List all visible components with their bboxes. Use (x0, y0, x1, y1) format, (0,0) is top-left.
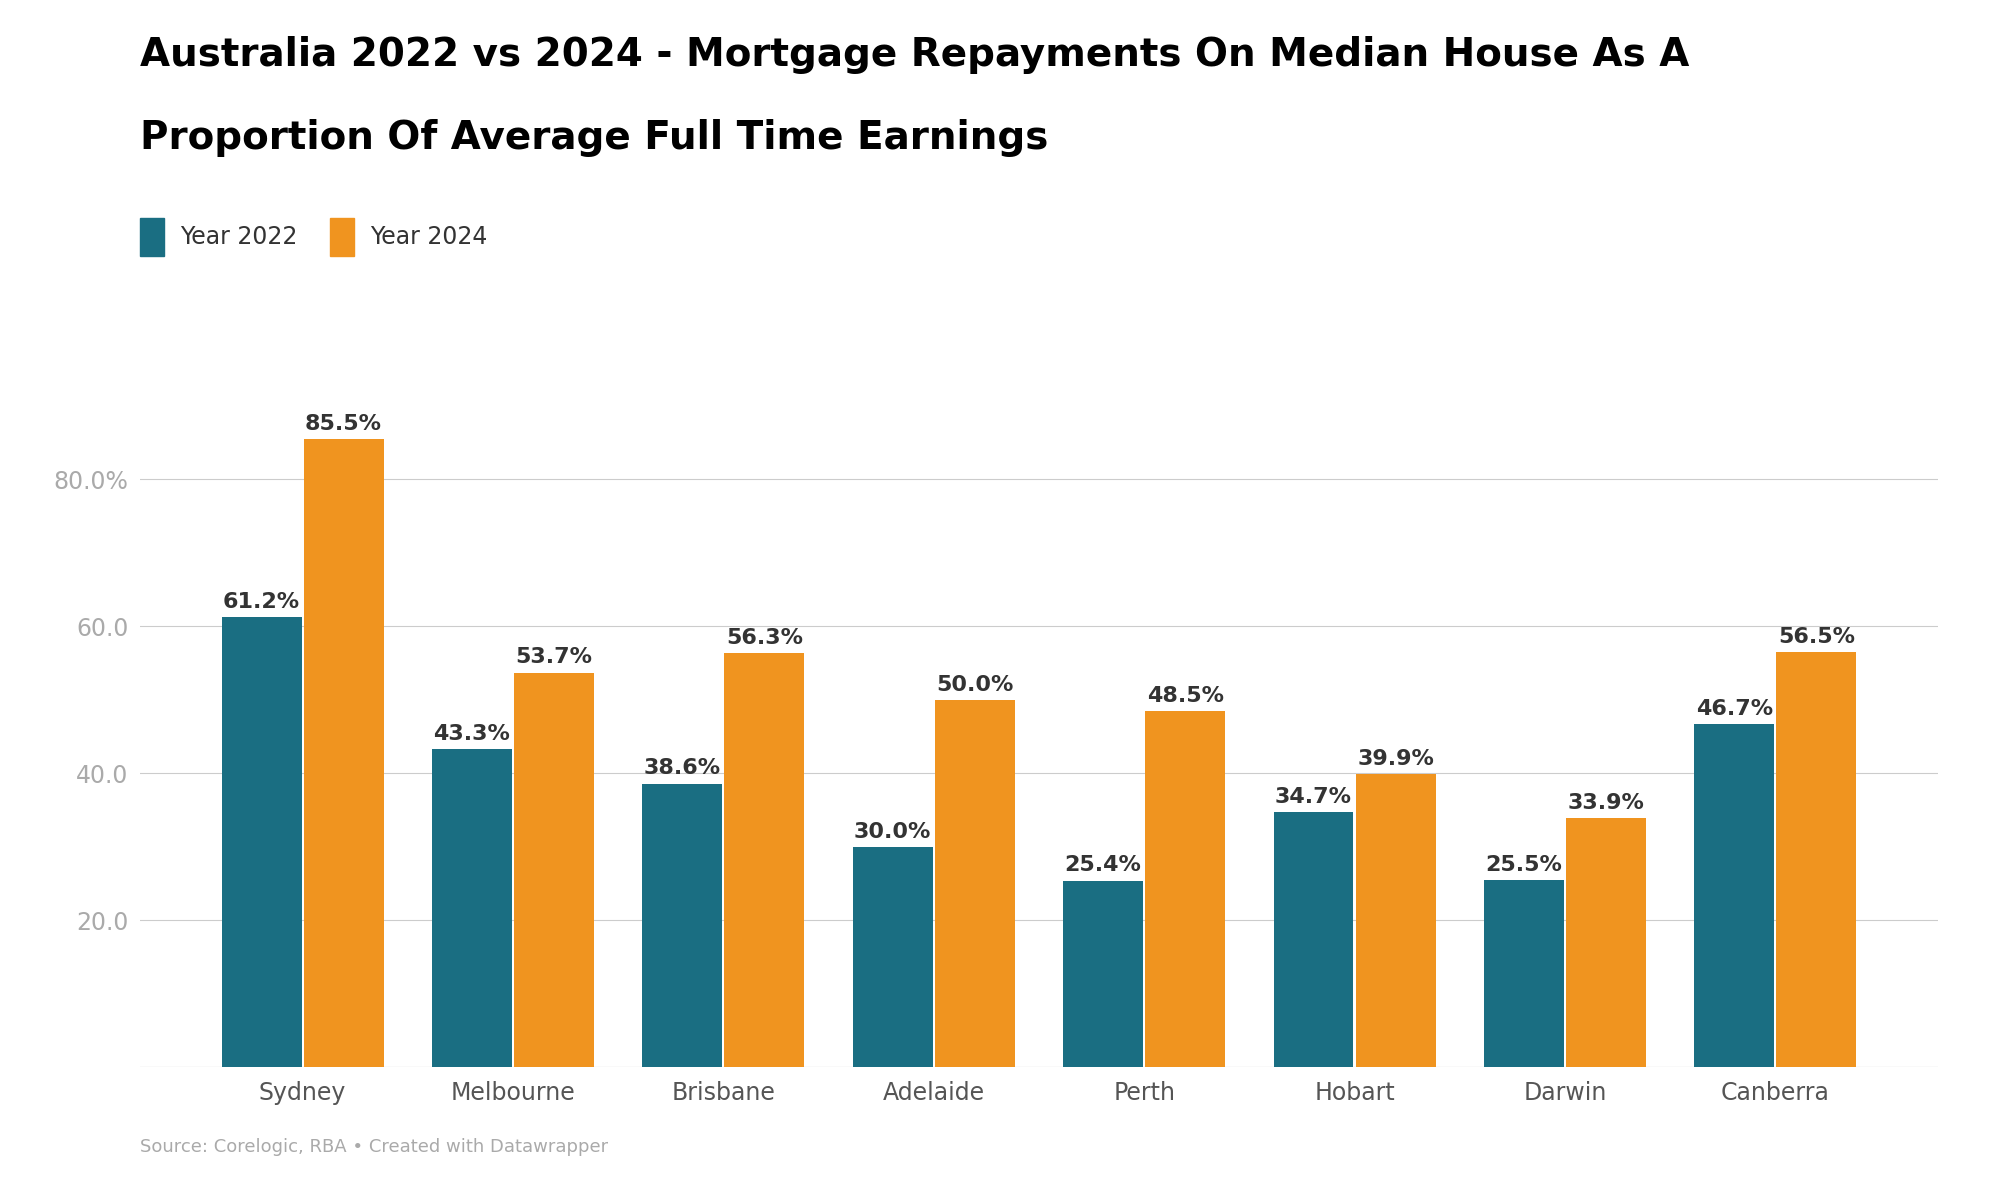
Bar (432, 750, 511, 1067)
Bar (1063, 881, 1143, 1067)
Text: 25.4%: 25.4% (1065, 855, 1141, 875)
Text: 39.9%: 39.9% (1357, 748, 1435, 769)
Text: 56.5%: 56.5% (1778, 626, 1854, 646)
Bar (935, 700, 1015, 1067)
Text: 53.7%: 53.7% (515, 648, 593, 668)
Text: 25.5%: 25.5% (1485, 855, 1562, 875)
Text: 85.5%: 85.5% (306, 414, 382, 434)
Bar (1273, 812, 1353, 1067)
Text: 50.0%: 50.0% (937, 675, 1013, 695)
Bar (513, 672, 593, 1067)
Text: 38.6%: 38.6% (643, 758, 721, 778)
Bar (1145, 710, 1225, 1067)
Text: Year 2022: Year 2022 (180, 225, 298, 249)
Bar (304, 439, 384, 1067)
Text: 46.7%: 46.7% (1696, 699, 1772, 719)
Text: 30.0%: 30.0% (853, 822, 931, 842)
Bar (1776, 652, 1856, 1067)
Bar (1485, 880, 1564, 1067)
Text: Year 2024: Year 2024 (370, 225, 488, 249)
Text: Source: Corelogic, RBA • Created with Datawrapper: Source: Corelogic, RBA • Created with Da… (140, 1139, 607, 1156)
Text: 33.9%: 33.9% (1568, 793, 1644, 812)
Bar (725, 653, 805, 1067)
Bar (643, 784, 723, 1067)
Bar (1694, 723, 1774, 1067)
Text: 48.5%: 48.5% (1147, 686, 1223, 706)
Text: Australia 2022 vs 2024 - Mortgage Repayments On Median House As A: Australia 2022 vs 2024 - Mortgage Repaym… (140, 36, 1688, 74)
Text: 43.3%: 43.3% (434, 723, 509, 744)
Text: Proportion Of Average Full Time Earnings: Proportion Of Average Full Time Earnings (140, 119, 1049, 157)
Text: 56.3%: 56.3% (725, 629, 803, 649)
Bar (1566, 818, 1646, 1067)
Text: 34.7%: 34.7% (1275, 788, 1353, 808)
Text: 61.2%: 61.2% (224, 592, 300, 612)
Bar (222, 618, 302, 1067)
Bar (853, 847, 933, 1067)
Bar (1355, 774, 1435, 1067)
